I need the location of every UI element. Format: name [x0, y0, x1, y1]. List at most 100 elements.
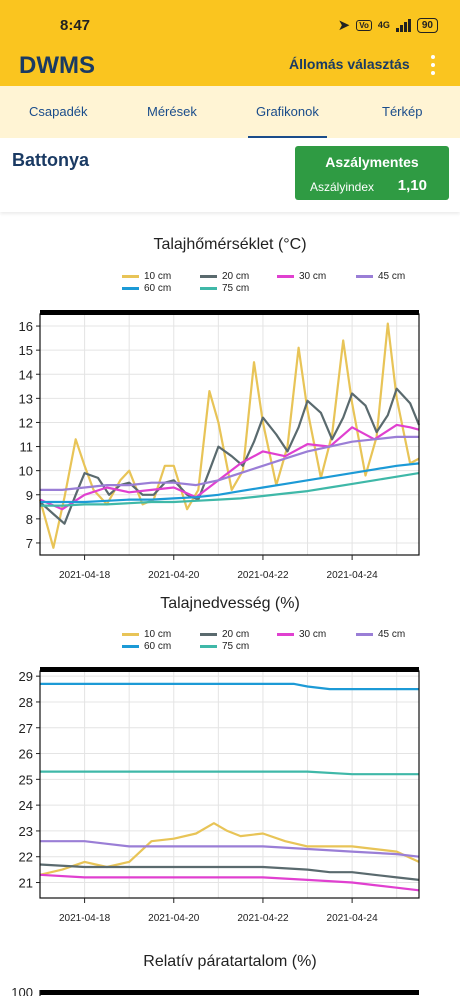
y-tick-label: 13	[19, 391, 33, 406]
y-tick-label: 28	[19, 695, 33, 710]
legend-swatch	[200, 645, 217, 648]
x-tick-label: 2021-04-22	[237, 913, 289, 924]
series-line-20-cm	[39, 387, 421, 525]
station-name: Battonya	[12, 150, 90, 170]
legend-label: 75 cm	[222, 641, 250, 652]
legend-swatch	[200, 275, 217, 278]
station-header: Battonya Aszálymentes Aszályindex 1,10	[0, 138, 460, 212]
legend-item-30-cm: 30 cm	[277, 271, 326, 282]
legend-item-20-cm: 20 cm	[200, 629, 249, 640]
tab-csapadek[interactable]: Csapadék	[29, 104, 88, 119]
plot-top-bar	[40, 310, 419, 315]
y-tick-label: 9	[26, 488, 33, 503]
legend-item-45-cm: 45 cm	[356, 629, 405, 640]
charts-scroll-area[interactable]: Talajhőmérséklet (°C) 10 cm 20 cm 30 cm 45 …	[0, 212, 460, 996]
status-icons: ➤ Vo 4G 90	[338, 16, 438, 34]
legend-item-45-cm: 45 cm	[356, 271, 405, 282]
x-tick-label: 2021-04-22	[237, 570, 289, 581]
series-line-60-cm	[40, 682, 419, 691]
legend-item-20-cm: 20 cm	[200, 271, 249, 282]
x-tick-label: 2021-04-24	[327, 570, 379, 581]
series-line-10-cm	[38, 322, 420, 549]
station-select-button[interactable]: Állomás választás	[289, 56, 410, 72]
legend-label: 10 cm	[144, 271, 172, 282]
legend-label: 75 cm	[222, 283, 250, 294]
series-line-45-cm	[40, 840, 420, 858]
legend-swatch	[122, 275, 139, 278]
plot-top-bar	[40, 990, 419, 995]
legend-label: 45 cm	[378, 271, 406, 282]
legend-swatch	[122, 645, 139, 648]
series-line-75-cm	[40, 770, 419, 776]
navigation-icon: ➤	[337, 17, 351, 34]
chart-soil-temperature: 7 8 9 10 11 12 13 14 15 16 2021-04-18 2021-04-20 202…	[19, 310, 421, 581]
legend-label: 20 cm	[222, 271, 250, 282]
series-line-30-cm	[39, 873, 420, 892]
legend-swatch	[356, 275, 373, 278]
network-type: 4G	[377, 20, 390, 30]
series-line-60-cm	[40, 462, 420, 504]
y-tick-label: 27	[19, 721, 33, 736]
y-tick-label: 8	[26, 512, 33, 527]
status-time: 8:47	[60, 17, 91, 34]
drought-status: Aszálymentes	[325, 154, 419, 170]
y-tick-label: 24	[19, 798, 33, 813]
legend-swatch	[277, 633, 294, 636]
tab-bar: Csapadék Mérések Grafikonok Térkép	[0, 86, 460, 138]
legend-swatch	[200, 633, 217, 636]
battery-icon: 90	[416, 17, 438, 33]
legend-item-75-cm: 75 cm	[200, 283, 249, 294]
legend-swatch	[122, 633, 139, 636]
y-tick-label: 23	[19, 824, 33, 839]
drought-index-value: 1,10	[397, 177, 427, 194]
legend-swatch	[277, 275, 294, 278]
x-tick-label: 2021-04-20	[148, 570, 200, 581]
signal-icon	[395, 18, 411, 32]
chart-title-soil-moisture: Talajnedvesség (%)	[160, 595, 300, 612]
y-tick-label: 22	[19, 850, 33, 865]
y-tick-label: 25	[19, 772, 33, 787]
legend-swatch	[122, 287, 139, 290]
legend-label: 60 cm	[144, 283, 172, 294]
y-tick-label: 26	[19, 747, 33, 762]
series-line-45-cm	[40, 435, 419, 491]
tab-grafikonok[interactable]: Grafikonok	[248, 104, 327, 138]
legend-swatch	[200, 287, 217, 290]
y-tick-label: 12	[19, 415, 33, 430]
legend-label: 10 cm	[144, 629, 172, 640]
volte-icon: Vo	[356, 19, 372, 31]
app-title: DWMS	[19, 52, 95, 79]
chart-soil-moisture: 21 22 23 24 25 26 27 28 29 2021-04-18 2021-04-20 20…	[19, 667, 420, 924]
x-tick-label: 2021-04-18	[59, 570, 111, 581]
drought-status-card[interactable]: Aszálymentes Aszályindex 1,10	[295, 146, 449, 200]
series-line-20-cm	[39, 863, 420, 881]
x-tick-label: 2021-04-20	[148, 913, 200, 924]
app-bar: DWMS Állomás választás	[0, 44, 460, 86]
more-menu-icon[interactable]	[428, 53, 438, 77]
y-tick-label: 15	[19, 343, 33, 358]
y-tick-label: 21	[19, 876, 33, 891]
series-line-75-cm	[40, 472, 420, 507]
legend-label: 60 cm	[144, 641, 172, 652]
legend-label: 30 cm	[299, 629, 327, 640]
legend-item-10-cm: 10 cm	[122, 271, 171, 282]
series-line-30-cm	[39, 423, 420, 511]
legend-label: 20 cm	[222, 629, 250, 640]
y-tick-label: 14	[19, 367, 33, 382]
chart-relative-humidity: 100	[11, 985, 419, 996]
x-tick-label: 2021-04-18	[59, 913, 111, 924]
y-tick-label: 7	[26, 536, 33, 551]
legend-item-10-cm: 10 cm	[122, 629, 171, 640]
tab-terkep[interactable]: Térkép	[382, 104, 423, 119]
legend-item-60-cm: 60 cm	[122, 283, 171, 294]
tab-meresek[interactable]: Mérések	[147, 104, 197, 119]
y-tick-label: 10	[19, 464, 33, 479]
y-tick-label: 11	[20, 440, 34, 455]
legend-label: 45 cm	[378, 629, 406, 640]
legend-label: 30 cm	[299, 271, 327, 282]
legend-item-75-cm: 75 cm	[200, 641, 249, 652]
y-tick-label: 29	[19, 669, 33, 684]
legend-swatch	[356, 633, 373, 636]
x-tick-label: 2021-04-24	[327, 913, 379, 924]
chart-title-soil-temperature: Talajhőmérséklet (°C)	[153, 236, 307, 253]
